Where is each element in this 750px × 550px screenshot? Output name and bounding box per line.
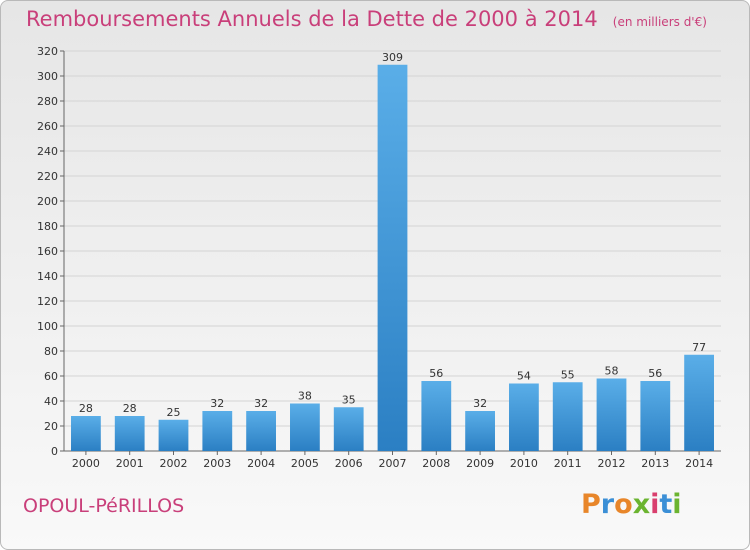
bar-value-label: 55 — [561, 368, 575, 381]
x-tick-label: 2008 — [422, 457, 450, 470]
x-tick-label: 2010 — [510, 457, 538, 470]
y-tick-label: 160 — [37, 245, 58, 258]
y-tick-label: 20 — [44, 420, 58, 433]
logo-letter: o — [614, 489, 633, 520]
logo-letter: x — [632, 489, 651, 520]
x-tick-label: 2004 — [247, 457, 275, 470]
x-tick-label: 2014 — [685, 457, 713, 470]
logo-letter: i — [650, 489, 660, 520]
chart-title: Remboursements Annuels de la Dette de 20… — [26, 7, 598, 31]
y-tick-label: 300 — [37, 70, 58, 83]
bar — [421, 381, 452, 451]
x-tick-label: 2001 — [116, 457, 144, 470]
label-layer: 28 28 25 32 32 38 35 309 56 32 54 55 58 56 77 — [79, 51, 706, 419]
bar-layer — [71, 64, 714, 451]
bar-value-label: 32 — [210, 397, 224, 410]
bar — [114, 416, 145, 451]
bar-value-label: 32 — [254, 397, 268, 410]
bar-value-label: 56 — [648, 367, 662, 380]
x-tick-label: 2006 — [335, 457, 363, 470]
logo-letter: P — [581, 489, 601, 520]
logo-letter: t — [659, 489, 673, 520]
y-tick-label: 260 — [37, 120, 58, 133]
y-tick-label: 140 — [37, 270, 58, 283]
title-row: Remboursements Annuels de la Dette de 20… — [26, 7, 707, 31]
y-tick-label: 100 — [37, 320, 58, 333]
y-tick-label: 280 — [37, 95, 58, 108]
axis-layer: 0 20 40 60 80 100 120 140 160 180 200 220 240 260 280 3… — [37, 45, 721, 470]
bar — [377, 64, 408, 451]
x-tick-label: 2000 — [72, 457, 100, 470]
y-tick-label: 200 — [37, 195, 58, 208]
bar — [71, 416, 101, 451]
bar-value-label: 77 — [692, 341, 706, 354]
x-tick-label: 2009 — [466, 457, 494, 470]
y-tick-label: 180 — [37, 220, 58, 233]
bar — [465, 411, 495, 451]
x-tick-label: 2002 — [160, 457, 188, 470]
bar — [684, 354, 714, 451]
bar-value-label: 32 — [473, 397, 487, 410]
bar — [290, 403, 320, 451]
x-tick-label: 2012 — [598, 457, 626, 470]
bar — [202, 411, 233, 451]
y-tick-label: 120 — [37, 295, 58, 308]
proxiti-logo[interactable]: Proxiti — [581, 489, 682, 520]
x-tick-label: 2007 — [379, 457, 407, 470]
y-tick-label: 40 — [44, 395, 58, 408]
bar — [246, 411, 276, 451]
bar-value-label: 54 — [517, 370, 531, 383]
x-tick-label: 2011 — [554, 457, 582, 470]
bar — [552, 382, 583, 451]
bar-value-label: 28 — [79, 402, 93, 415]
bar — [596, 378, 627, 451]
y-tick-label: 240 — [37, 145, 58, 158]
x-tick-label: 2013 — [641, 457, 669, 470]
x-tick-label: 2003 — [203, 457, 231, 470]
chart-subtitle: (en milliers d'€) — [612, 15, 707, 29]
y-tick-label: 0 — [51, 445, 58, 458]
bar-value-label: 56 — [429, 367, 443, 380]
logo-letter: i — [672, 489, 682, 520]
bar-value-label: 309 — [382, 51, 403, 64]
bar-value-label: 28 — [123, 402, 137, 415]
bar-value-label: 25 — [167, 406, 181, 419]
x-tick-label: 2005 — [291, 457, 319, 470]
place-name: OPOUL-PéRILLOS — [23, 495, 185, 517]
y-tick-label: 60 — [44, 370, 58, 383]
y-tick-label: 220 — [37, 170, 58, 183]
bar-value-label: 35 — [342, 393, 356, 406]
y-tick-label: 320 — [37, 45, 58, 58]
bar — [333, 407, 364, 451]
y-tick-label: 80 — [44, 345, 58, 358]
bar — [509, 383, 539, 451]
bar-value-label: 38 — [298, 390, 312, 403]
bar — [158, 419, 189, 451]
logo-letter: r — [600, 489, 615, 520]
bar — [640, 381, 671, 451]
bar-value-label: 58 — [605, 365, 619, 378]
